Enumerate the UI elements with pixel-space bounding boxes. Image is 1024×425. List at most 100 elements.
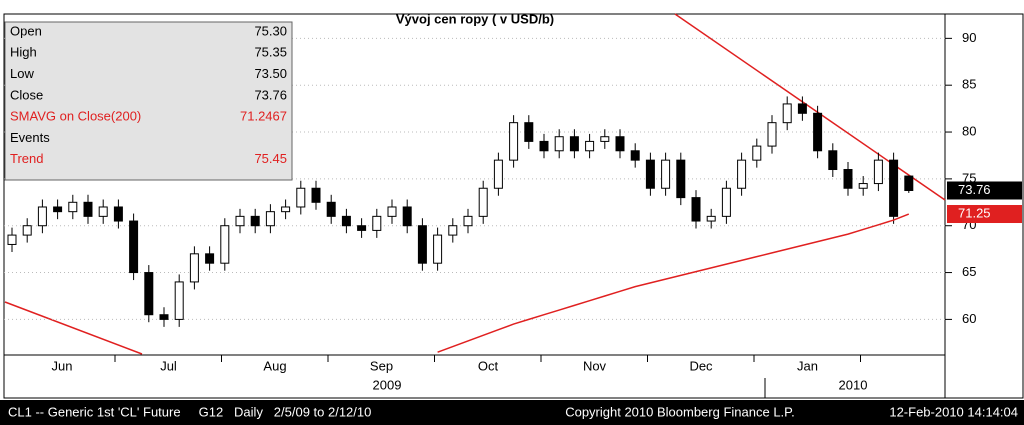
sma-line xyxy=(437,213,910,353)
y-tick-label: 90 xyxy=(962,30,976,45)
candle-body xyxy=(402,206,412,227)
y-tick-label: 85 xyxy=(962,77,976,92)
candle-body xyxy=(37,206,47,227)
footer-left: CL1 -- Generic 1st 'CL' Future G12 Daily… xyxy=(8,404,371,419)
info-value: 71.2467 xyxy=(240,109,287,124)
candle-body xyxy=(797,103,807,114)
info-value: 73.50 xyxy=(254,66,287,81)
candle-body xyxy=(220,225,230,264)
candle-body xyxy=(873,159,883,185)
candle-body xyxy=(281,206,291,213)
candle-body xyxy=(189,253,199,283)
x-tick-label: Jun xyxy=(52,358,73,373)
candle-body xyxy=(311,187,321,203)
x-tick-label: Dec xyxy=(689,358,713,373)
candle-body xyxy=(433,234,443,264)
candle-body xyxy=(478,187,488,217)
candle-body xyxy=(296,187,306,208)
candle-body xyxy=(524,122,534,142)
year-label: 2010 xyxy=(839,377,868,392)
candle-body xyxy=(706,215,716,222)
candle-body xyxy=(417,225,427,264)
info-value: 75.30 xyxy=(254,23,287,38)
x-tick-label: Nov xyxy=(583,358,607,373)
candle-body xyxy=(858,183,868,189)
info-value: 73.76 xyxy=(254,87,287,102)
candle-body xyxy=(828,150,838,171)
candle-body xyxy=(493,159,503,189)
x-tick-label: Jul xyxy=(160,358,177,373)
info-label: High xyxy=(10,45,37,60)
footer-right: 12-Feb-2010 14:14:04 xyxy=(889,404,1018,419)
chart-title: Vývoj cen ropy ( v USD/b) xyxy=(396,11,554,26)
info-label: SMAVG on Close(200) xyxy=(10,109,141,124)
candle-body xyxy=(83,201,93,217)
y-tick-label: 65 xyxy=(962,264,976,279)
candle-body xyxy=(235,215,245,227)
footer-center: Copyright 2010 Bloomberg Finance L.P. xyxy=(565,404,795,419)
candle-body xyxy=(630,150,640,161)
candle-body xyxy=(889,159,899,217)
candle-body xyxy=(326,201,336,217)
info-panel xyxy=(4,21,293,181)
last-price-label: 73.76 xyxy=(958,182,991,197)
candle-body xyxy=(265,211,275,227)
sma-price-label: 71.25 xyxy=(958,205,991,220)
candle-body xyxy=(691,197,701,222)
candle-body xyxy=(843,169,853,189)
candle-body xyxy=(539,140,549,152)
candle-body xyxy=(661,159,671,189)
candle-body xyxy=(767,122,777,147)
y-tick-label: 80 xyxy=(962,123,976,138)
candle-body xyxy=(372,215,382,231)
candle-body xyxy=(569,136,579,152)
info-label: Events xyxy=(10,130,50,145)
candle-body xyxy=(113,206,123,222)
last-price-tag xyxy=(947,181,1022,200)
candle-body xyxy=(509,122,519,161)
candle-body xyxy=(22,225,32,236)
x-tick-label: Aug xyxy=(263,358,286,373)
year-label: 2009 xyxy=(373,377,402,392)
candle-body xyxy=(341,215,351,227)
candle-body xyxy=(904,175,914,191)
candle-body xyxy=(600,136,610,142)
candle-body xyxy=(53,206,63,213)
candle-body xyxy=(752,145,762,161)
info-label: Close xyxy=(10,87,43,102)
x-tick-label: Jan xyxy=(797,358,818,373)
candle-body xyxy=(585,140,595,152)
candle-body xyxy=(737,159,747,189)
footer-bar xyxy=(0,400,1024,425)
info-value: 75.35 xyxy=(254,45,287,60)
trend-line xyxy=(674,13,946,201)
candle-body xyxy=(250,215,260,227)
candle-body xyxy=(144,272,154,316)
candle-body xyxy=(159,314,169,320)
x-axis-panel xyxy=(3,354,946,399)
info-value: 75.45 xyxy=(254,151,287,166)
candle-body xyxy=(387,206,397,217)
candle-body xyxy=(721,187,731,217)
sma-price-tag xyxy=(947,205,1022,224)
y-tick-label: 60 xyxy=(962,311,976,326)
candle-body xyxy=(782,103,792,124)
candle-body xyxy=(7,234,17,245)
info-label: Low xyxy=(10,66,34,81)
trend-line xyxy=(4,301,143,355)
candle-body xyxy=(98,206,108,217)
candle-body xyxy=(554,136,564,152)
x-tick-label: Oct xyxy=(478,358,499,373)
info-label: Trend xyxy=(10,151,43,166)
candle-body xyxy=(676,159,686,199)
candle-body xyxy=(645,159,655,189)
x-tick-label: Sep xyxy=(370,358,393,373)
candle-body xyxy=(448,225,458,236)
candle-body xyxy=(463,215,473,227)
candle-body xyxy=(357,225,367,231)
candle-body xyxy=(813,112,823,152)
candle-body xyxy=(68,201,78,213)
candle-body xyxy=(129,220,139,274)
candle-body xyxy=(205,253,215,264)
